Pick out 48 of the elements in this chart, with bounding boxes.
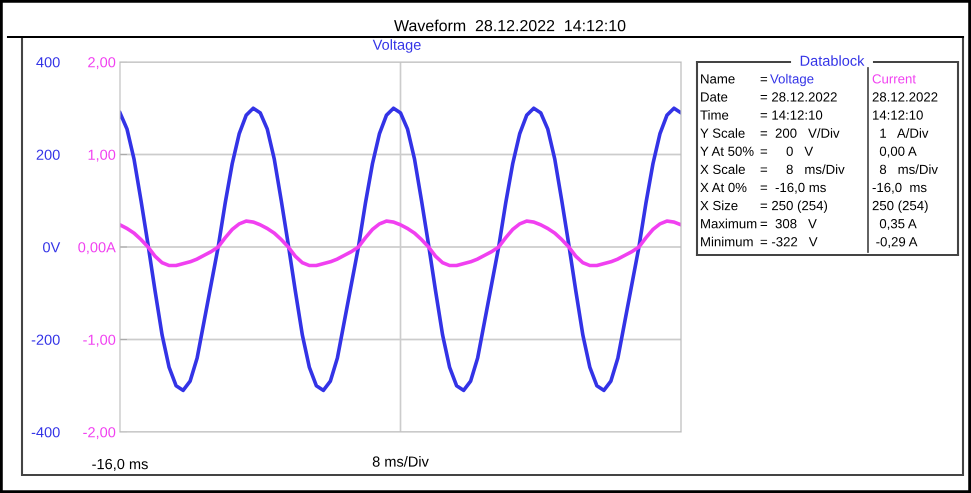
y2-tick-label: 1,00: [88, 150, 116, 162]
text: 8 ms/Div: [880, 164, 938, 174]
y2-tick-label: 0,00A: [78, 242, 116, 254]
x-axis-title: 8 ms/Div: [372, 456, 429, 467]
text: = -16,0 ms: [760, 182, 826, 194]
text: 1 A/Div: [880, 128, 928, 138]
y2-tick-label: -1,00: [83, 334, 116, 347]
text: = 28.12.2022: [760, 92, 837, 102]
chart-title: Waveform 28.12.2022 14:12:10: [394, 20, 626, 32]
text: = 0 V: [760, 146, 814, 156]
y-tick-label: 0V: [43, 242, 60, 252]
text: X At 0%: [700, 182, 746, 192]
text: Minimum: [701, 236, 753, 246]
text: -16,0 ms: [872, 182, 927, 194]
text: 250 (254): [872, 200, 928, 213]
text: =: [760, 76, 768, 82]
text: X Scale: [700, 164, 745, 174]
y-tick-label: -200: [32, 334, 60, 345]
text: = 14:12:10: [760, 110, 822, 120]
text: Date: [701, 92, 728, 102]
text: Name: [701, 74, 735, 84]
text: Time: [700, 110, 728, 120]
text: Current: [872, 74, 916, 84]
text: 28.12.2022: [872, 92, 938, 102]
text: = 308 V: [760, 219, 817, 228]
text: 0,00 A: [880, 146, 917, 158]
text: -0,29 A: [876, 237, 918, 248]
text: Y Scale: [700, 128, 745, 138]
text: = 250 (254): [760, 200, 828, 213]
text: X Size: [700, 200, 738, 210]
text: -16,0 ms: [92, 458, 148, 471]
text: Maximum: [701, 218, 756, 228]
text: 0,35 A: [880, 219, 917, 230]
y-tick-label: 400: [36, 57, 60, 68]
text: = 200 V/Div: [760, 128, 840, 138]
line-series: [120, 106, 681, 392]
y2-tick-label: -2,00: [83, 427, 116, 440]
y-tick-label: 200: [36, 150, 60, 160]
y2-tick-label: 2,00: [88, 57, 116, 70]
text: Datablock: [800, 55, 864, 66]
text: 14:12:10: [873, 110, 923, 120]
text: = 8 ms/Div: [760, 164, 845, 174]
line-series: [120, 219, 681, 268]
text: = -322 V: [760, 237, 818, 246]
chart-subtitle: Voltage: [372, 39, 421, 53]
text: Voltage: [770, 74, 814, 86]
text: Y At 50%: [700, 146, 754, 156]
y-tick-label: -400: [32, 427, 60, 438]
